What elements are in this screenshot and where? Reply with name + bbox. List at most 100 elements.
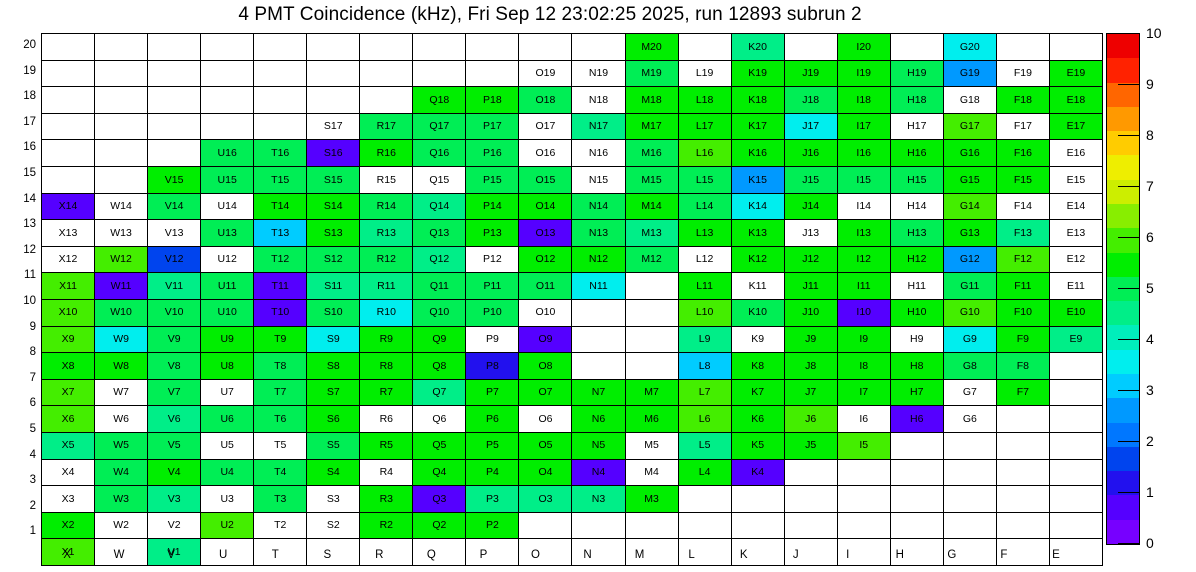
heatmap-cell-X9[interactable]: X9 (40, 325, 96, 354)
heatmap-cell-V15[interactable]: V15 (147, 165, 202, 194)
heatmap-cell-S16[interactable]: S16 (306, 139, 361, 167)
heatmap-cell-G19[interactable]: G19 (942, 59, 997, 88)
heatmap-cell-O18[interactable]: O18 (518, 86, 573, 114)
heatmap-cell-V7[interactable]: V7 (147, 378, 202, 407)
heatmap-cell-L18[interactable]: L18 (677, 86, 732, 114)
heatmap-cell-N19[interactable]: N19 (571, 59, 626, 88)
heatmap-cell-L4[interactable]: L4 (677, 458, 732, 487)
heatmap-cell-K11[interactable]: K11 (730, 272, 785, 300)
heatmap-cell-W11[interactable]: W11 (94, 272, 149, 300)
heatmap-cell-K18[interactable]: K18 (730, 86, 785, 114)
heatmap-cell-R8[interactable]: R8 (359, 352, 414, 380)
heatmap-cell-R5[interactable]: R5 (359, 431, 414, 460)
heatmap-cell-S7[interactable]: S7 (306, 378, 361, 407)
heatmap-cell-E19[interactable]: E19 (1048, 59, 1103, 88)
heatmap-cell-Q14[interactable]: Q14 (412, 192, 467, 221)
heatmap-cell-K6[interactable]: K6 (730, 405, 785, 433)
heatmap-cell-G7[interactable]: G7 (942, 378, 997, 407)
heatmap-cell-H6[interactable]: H6 (889, 405, 944, 433)
heatmap-cell-N13[interactable]: N13 (571, 219, 626, 247)
heatmap-cell-W4[interactable]: W4 (94, 458, 149, 487)
heatmap-cell-H15[interactable]: H15 (889, 165, 944, 194)
heatmap-cell-K16[interactable]: K16 (730, 139, 785, 167)
heatmap-cell-G12[interactable]: G12 (942, 245, 997, 274)
heatmap-cell-T14[interactable]: T14 (253, 192, 308, 221)
heatmap-cell-R15[interactable]: R15 (359, 165, 414, 194)
heatmap-cell-F16[interactable]: F16 (995, 139, 1050, 167)
heatmap-cell-K20[interactable]: K20 (730, 33, 785, 61)
heatmap-cell-I5[interactable]: I5 (836, 431, 891, 460)
heatmap-cell-K12[interactable]: K12 (730, 245, 785, 274)
heatmap-cell-F10[interactable]: F10 (995, 298, 1050, 327)
heatmap-cell-J17[interactable]: J17 (783, 112, 838, 141)
heatmap-cell-W8[interactable]: W8 (94, 352, 149, 380)
heatmap-cell-I16[interactable]: I16 (836, 139, 891, 167)
heatmap-cell-H19[interactable]: H19 (889, 59, 944, 88)
heatmap-cell-P4[interactable]: P4 (465, 458, 520, 487)
heatmap-cell-G18[interactable]: G18 (942, 86, 997, 114)
heatmap-cell-H14[interactable]: H14 (889, 192, 944, 221)
heatmap-cell-Q9[interactable]: Q9 (412, 325, 467, 354)
heatmap-cell-R3[interactable]: R3 (359, 485, 414, 513)
heatmap-cell-R14[interactable]: R14 (359, 192, 414, 221)
heatmap-cell-W3[interactable]: W3 (94, 485, 149, 513)
heatmap-cell-I19[interactable]: I19 (836, 59, 891, 88)
heatmap-cell-J16[interactable]: J16 (783, 139, 838, 167)
heatmap-cell-G11[interactable]: G11 (942, 272, 997, 300)
heatmap-cell-O10[interactable]: O10 (518, 298, 573, 327)
heatmap-cell-L16[interactable]: L16 (677, 139, 732, 167)
heatmap-cell-U10[interactable]: U10 (200, 298, 255, 327)
heatmap-cell-N14[interactable]: N14 (571, 192, 626, 221)
heatmap-cell-I8[interactable]: I8 (836, 352, 891, 380)
heatmap-cell-M4[interactable]: M4 (624, 458, 679, 487)
heatmap-cell-E18[interactable]: E18 (1048, 86, 1103, 114)
heatmap-cell-F17[interactable]: F17 (995, 112, 1050, 141)
heatmap-cell-P7[interactable]: P7 (465, 378, 520, 407)
heatmap-cell-W5[interactable]: W5 (94, 431, 149, 460)
heatmap-cell-U6[interactable]: U6 (200, 405, 255, 433)
heatmap-cell-E13[interactable]: E13 (1048, 219, 1103, 247)
heatmap-cell-X1[interactable]: X1 (40, 538, 96, 566)
heatmap-cell-W12[interactable]: W12 (94, 245, 149, 274)
heatmap-cell-Q10[interactable]: Q10 (412, 298, 467, 327)
heatmap-cell-H12[interactable]: H12 (889, 245, 944, 274)
heatmap-cell-P12[interactable]: P12 (465, 245, 520, 274)
heatmap-cell-O19[interactable]: O19 (518, 59, 573, 88)
heatmap-cell-M7[interactable]: M7 (624, 378, 679, 407)
heatmap-cell-S6[interactable]: S6 (306, 405, 361, 433)
heatmap-cell-N17[interactable]: N17 (571, 112, 626, 141)
heatmap-cell-Q3[interactable]: Q3 (412, 485, 467, 513)
heatmap-cell-V9[interactable]: V9 (147, 325, 202, 354)
heatmap-cell-U2[interactable]: U2 (200, 511, 255, 540)
heatmap-cell-S14[interactable]: S14 (306, 192, 361, 221)
heatmap-cell-T7[interactable]: T7 (253, 378, 308, 407)
heatmap-cell-J19[interactable]: J19 (783, 59, 838, 88)
heatmap-cell-O13[interactable]: O13 (518, 219, 573, 247)
heatmap-cell-F19[interactable]: F19 (995, 59, 1050, 88)
heatmap-cell-L6[interactable]: L6 (677, 405, 732, 433)
heatmap-cell-G14[interactable]: G14 (942, 192, 997, 221)
heatmap-cell-S4[interactable]: S4 (306, 458, 361, 487)
heatmap-cell-E12[interactable]: E12 (1048, 245, 1103, 274)
heatmap-cell-L19[interactable]: L19 (677, 59, 732, 88)
heatmap-cell-I9[interactable]: I9 (836, 325, 891, 354)
heatmap-cell-W10[interactable]: W10 (94, 298, 149, 327)
heatmap-cell-U12[interactable]: U12 (200, 245, 255, 274)
heatmap-cell-L15[interactable]: L15 (677, 165, 732, 194)
heatmap-cell-I7[interactable]: I7 (836, 378, 891, 407)
heatmap-cell-E10[interactable]: E10 (1048, 298, 1103, 327)
heatmap-cell-F13[interactable]: F13 (995, 219, 1050, 247)
heatmap-cell-J10[interactable]: J10 (783, 298, 838, 327)
heatmap-cell-L7[interactable]: L7 (677, 378, 732, 407)
heatmap-cell-S8[interactable]: S8 (306, 352, 361, 380)
heatmap-cell-N11[interactable]: N11 (571, 272, 626, 300)
heatmap-cell-U16[interactable]: U16 (200, 139, 255, 167)
heatmap-cell-T15[interactable]: T15 (253, 165, 308, 194)
heatmap-cell-K7[interactable]: K7 (730, 378, 785, 407)
heatmap-cell-O14[interactable]: O14 (518, 192, 573, 221)
heatmap-cell-M6[interactable]: M6 (624, 405, 679, 433)
heatmap-cell-G13[interactable]: G13 (942, 219, 997, 247)
heatmap-cell-Q5[interactable]: Q5 (412, 431, 467, 460)
heatmap-cell-P8[interactable]: P8 (465, 352, 520, 380)
heatmap-cell-L12[interactable]: L12 (677, 245, 732, 274)
